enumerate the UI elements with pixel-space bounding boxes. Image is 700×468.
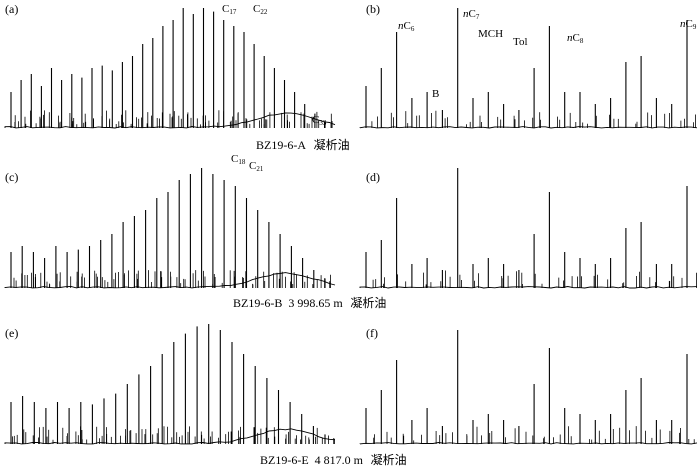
caption-a: BZ19-6-A 凝析油 — [256, 136, 350, 153]
caption-sample: BZ19-6-B — [233, 296, 283, 310]
peak-label-c-0: C18 — [231, 153, 246, 166]
baseline-a — [4, 112, 336, 129]
caption-c: BZ19-6-B 3 998.65 m 凝析油 — [233, 294, 386, 311]
peak-label-c-1: C21 — [249, 160, 264, 173]
caption-type: 凝析油 — [306, 138, 350, 152]
peak-label-b-3: MCH — [478, 28, 504, 40]
peak-label-b-1: B — [432, 88, 440, 100]
caption-type: 凝析油 — [363, 453, 407, 467]
caption-sample: BZ19-6-E — [260, 453, 309, 467]
caption-sample: BZ19-6-A — [256, 138, 306, 152]
caption-e: BZ19-6-E 4 817.0 m 凝析油 — [260, 451, 407, 468]
panel-label-c: (c) — [5, 170, 19, 184]
caption-type: 凝析油 — [342, 296, 387, 310]
peak-label-a-1: C22 — [253, 3, 268, 16]
panel-label-d: (d) — [366, 170, 380, 184]
baseline-f — [359, 442, 698, 445]
panel-label-e: (e) — [5, 326, 19, 340]
panel-label-b: (b) — [366, 2, 380, 16]
peak-label-a-0: C17 — [222, 3, 237, 16]
peak-label-a-2: C33 — [312, 114, 327, 127]
peak-label-b-0: nC6 — [398, 20, 415, 33]
peak-label-b-4: Tol — [513, 36, 528, 48]
caption-depth: 3 998.65 m — [282, 296, 343, 310]
peak-label-b-2: nC7 — [463, 8, 480, 21]
caption-depth: 4 817.0 m — [308, 453, 363, 467]
peak-label-b-5: nC8 — [567, 32, 584, 45]
peak-label-b-6: nC9 — [680, 18, 697, 31]
panel-label-f: (f) — [366, 326, 378, 340]
panel-label-a: (a) — [5, 2, 19, 16]
